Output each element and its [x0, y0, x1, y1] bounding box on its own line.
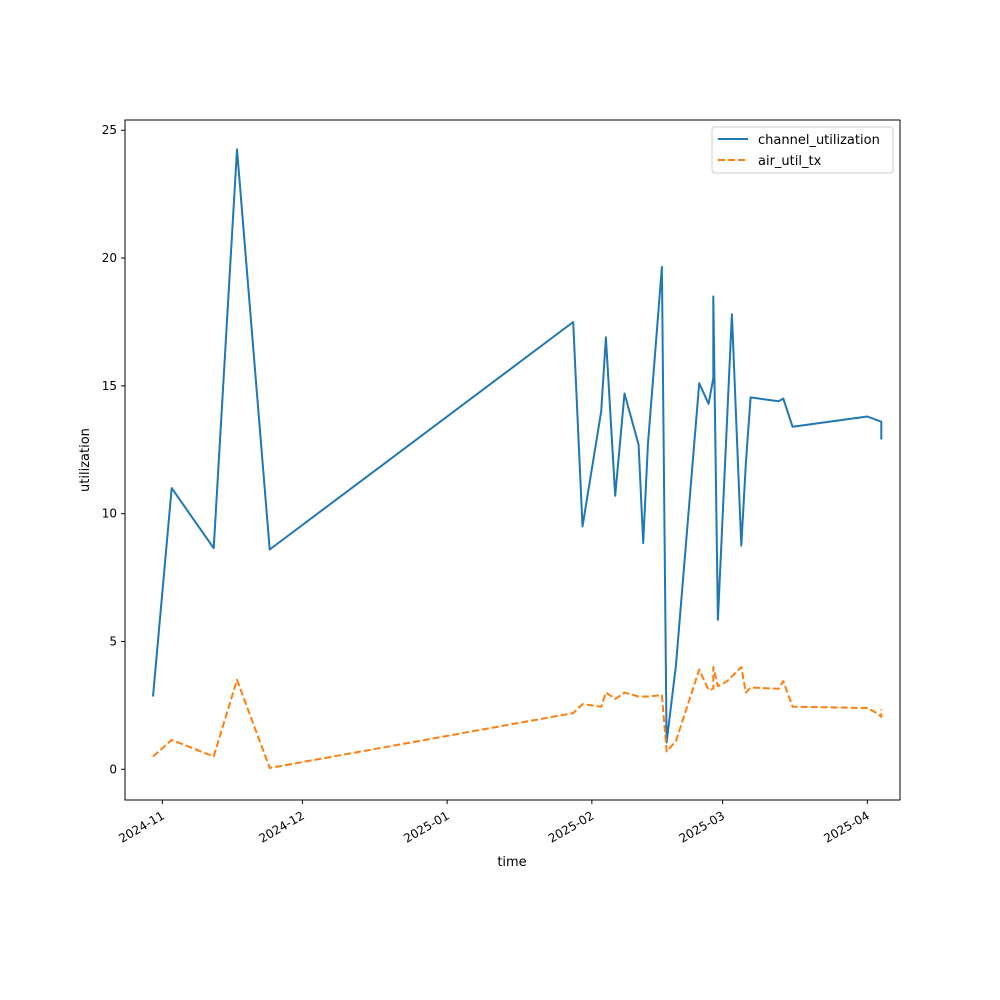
y-tick-label: 25 — [102, 123, 117, 137]
plot-frame — [124, 119, 901, 801]
y-axis-label: utilization — [78, 428, 93, 492]
y-tick-label: 20 — [102, 251, 117, 265]
series-layer — [152, 148, 883, 769]
legend-box — [711, 126, 894, 174]
legend: channel_utilization air_util_tx — [711, 126, 894, 174]
series-line-air_util_tx — [152, 666, 883, 769]
y-tick-label: 0 — [109, 762, 117, 776]
y-tick-label: 10 — [102, 507, 117, 521]
y-tick-label: 5 — [109, 635, 117, 649]
series-line-channel_utilization — [152, 148, 883, 744]
y-tick-label: 15 — [102, 379, 117, 393]
legend-label-air_util_tx: air_util_tx — [758, 154, 822, 169]
legend-label-channel_utilization: channel_utilization — [758, 133, 880, 148]
plot-area — [125, 120, 900, 800]
x-axis-label: time — [497, 855, 526, 870]
y-axis-ticks: 0 5 10 15 20 25 — [102, 123, 125, 776]
